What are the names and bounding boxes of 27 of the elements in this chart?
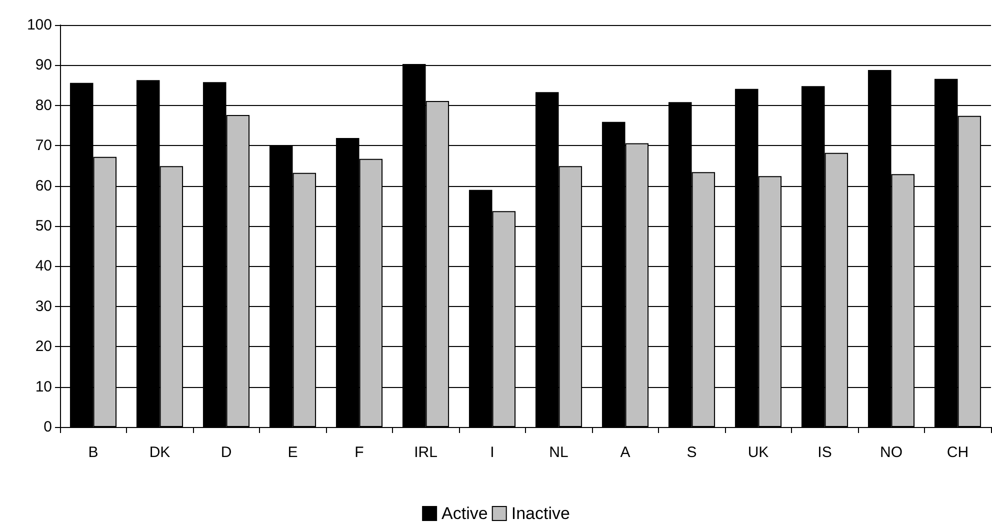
y-tick-label: 0 [44, 418, 52, 436]
x-tick-label: DK [149, 444, 170, 461]
legend-label: Inactive [511, 504, 570, 523]
x-tick-label: CH [946, 444, 969, 461]
x-tick-label: IRL [414, 444, 438, 461]
x-tick-label: NL [549, 444, 568, 461]
y-tick-label: 10 [35, 378, 52, 396]
y-tick-label: 50 [35, 218, 52, 234]
x-tick-label: A [620, 444, 630, 461]
y-tick-label: 80 [35, 96, 52, 114]
y-tick-label: 30 [35, 298, 52, 315]
x-tick-label: I [490, 444, 494, 461]
y-tick-label: 90 [35, 56, 52, 74]
x-tick-label: F [354, 444, 364, 461]
x-tick-label: D [220, 444, 232, 461]
x-tick-label: B [88, 444, 98, 461]
x-tick-label: S [686, 444, 697, 461]
x-tick-label: NO [880, 444, 902, 461]
y-tick-label: 60 [35, 177, 52, 194]
y-tick-label: 100 [26, 16, 52, 34]
y-tick-label: 40 [35, 258, 52, 275]
y-tick-label: 20 [35, 338, 52, 356]
x-tick-label: E [288, 444, 298, 461]
x-tick-label: UK [748, 444, 769, 461]
x-tick-label: IS [818, 444, 832, 461]
legend-label: Active [442, 504, 488, 523]
y-tick-label: 70 [35, 137, 52, 154]
